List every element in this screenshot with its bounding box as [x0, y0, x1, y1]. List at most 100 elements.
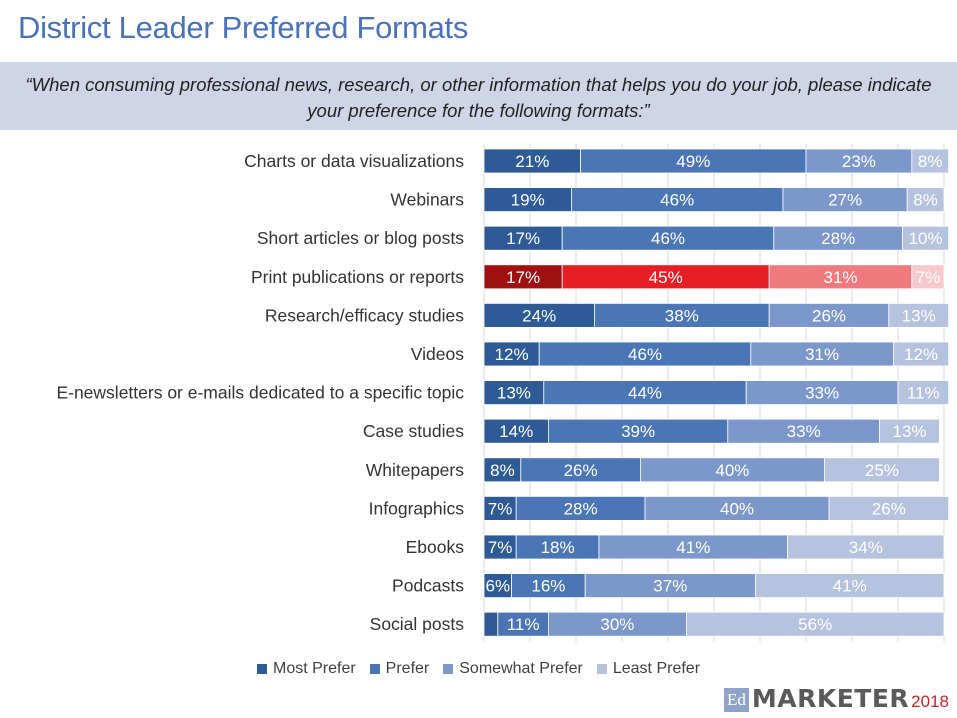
- category-label: Charts or data visualizations: [244, 151, 464, 171]
- category-label: Infographics: [369, 498, 465, 518]
- bar-segment: [511, 573, 586, 599]
- data-label: 13%: [497, 384, 531, 403]
- bar-segment: [483, 611, 499, 637]
- bar-segment: [548, 611, 687, 637]
- bar-segment: [520, 457, 641, 483]
- bar-segment: [483, 418, 549, 444]
- data-label: 49%: [676, 152, 710, 171]
- data-label: 17%: [506, 268, 540, 287]
- category-label: Whitepapers: [366, 460, 464, 480]
- legend-swatch: [369, 664, 380, 674]
- data-label: 30%: [600, 615, 634, 634]
- bar-segment: [805, 148, 913, 174]
- bar-segment: [782, 187, 908, 212]
- data-label: 31%: [823, 268, 857, 287]
- data-label: 46%: [660, 191, 694, 210]
- data-label: 26%: [564, 461, 598, 480]
- category-label: Videos: [411, 344, 464, 364]
- data-label: 25%: [865, 461, 899, 480]
- data-label: 46%: [651, 229, 685, 248]
- bar-segment: [561, 264, 770, 290]
- data-label: 19%: [511, 191, 545, 210]
- legend-label: Somewhat Prefer: [459, 660, 583, 677]
- bar-segment: [897, 380, 949, 406]
- legend-swatch: [596, 664, 607, 674]
- category-label: Research/efficacy studies: [265, 305, 464, 325]
- category-label: Print publications or reports: [251, 267, 464, 287]
- logo-year: 2018: [911, 692, 949, 711]
- data-label: 28%: [564, 499, 598, 518]
- data-label: 7%: [916, 268, 941, 287]
- legend-swatch: [443, 664, 454, 674]
- data-label: 21%: [515, 152, 549, 171]
- data-label: 8%: [490, 461, 515, 480]
- bar-segment: [750, 341, 894, 367]
- legend-item: Least Prefer: [596, 660, 700, 678]
- data-label: 18%: [541, 538, 575, 557]
- bar-segment: [755, 573, 945, 599]
- data-label: 33%: [787, 422, 821, 441]
- edmarketer-logo: Ed MARKETER 2018: [723, 684, 949, 713]
- chart-legend: Most Prefer Prefer Somewhat Prefer Least Pr…: [0, 660, 957, 678]
- bar-segment: [483, 495, 517, 521]
- bar-segment: [893, 341, 950, 367]
- bar-segment: [773, 225, 903, 251]
- category-label: Case studies: [363, 421, 464, 441]
- category-label: E-newsletters or e-mails dedicated to a …: [56, 383, 464, 403]
- logo-wordmark: MARKETER: [751, 684, 910, 713]
- bar-segment: [543, 380, 747, 406]
- bar-segment: [483, 341, 540, 367]
- data-label: 7%: [488, 538, 513, 557]
- data-label: 40%: [715, 461, 749, 480]
- bar-segment: [571, 187, 784, 212]
- bar-segment: [828, 495, 949, 521]
- stacked-bar-chart: Charts or data visualizations 21% 49% 23% 8%…: [56, 143, 950, 642]
- data-label: 7%: [488, 499, 513, 518]
- bar-segment: [768, 264, 913, 290]
- page-title: District Leader Preferred Formats: [18, 10, 469, 45]
- data-label: 38%: [665, 306, 699, 325]
- data-label: 11%: [907, 384, 940, 403]
- legend-item: Most Prefer: [256, 660, 356, 678]
- data-label: 44%: [628, 384, 662, 403]
- bar-segment: [497, 611, 549, 637]
- logo-ed-mark: Ed: [723, 688, 749, 712]
- bar-segment: [911, 264, 945, 290]
- data-label: 16%: [531, 577, 565, 596]
- data-label: 8%: [918, 152, 943, 171]
- category-label: Ebooks: [406, 537, 465, 557]
- survey-question: “When consuming professional news, resea…: [25, 74, 932, 121]
- data-label: 27%: [828, 191, 862, 210]
- data-label: 6%: [486, 577, 511, 596]
- bar-segment: [561, 225, 775, 251]
- legend-item: Somewhat Prefer: [443, 660, 583, 678]
- data-label: 26%: [812, 306, 846, 325]
- category-label: Webinars: [390, 190, 464, 210]
- bar-segment: [594, 302, 770, 328]
- legend-label: Most Prefer: [272, 660, 356, 677]
- data-label: 10%: [909, 229, 943, 248]
- bar-segment: [911, 148, 949, 174]
- data-label: 45%: [649, 268, 683, 287]
- question-band: [0, 62, 957, 130]
- bar-segment: [888, 302, 949, 328]
- bar-segment: [787, 534, 945, 560]
- data-label: 26%: [872, 499, 906, 518]
- bar-segment: [483, 457, 522, 483]
- data-label: 17%: [506, 229, 540, 248]
- data-label: 14%: [499, 422, 533, 441]
- bar-segment: [483, 573, 513, 599]
- bar-segment: [727, 418, 880, 444]
- data-label: 39%: [621, 422, 655, 441]
- data-label: 23%: [842, 152, 876, 171]
- bar-segment: [548, 418, 729, 444]
- data-label: 33%: [805, 384, 839, 403]
- category-label: Social posts: [370, 614, 465, 634]
- data-label: 8%: [913, 191, 938, 210]
- bar-segment: [745, 380, 899, 406]
- bar-segment: [686, 611, 945, 637]
- legend-label: Prefer: [385, 660, 430, 677]
- bar-segment: [640, 457, 825, 483]
- data-label: 24%: [522, 306, 556, 325]
- bar-segment: [824, 457, 940, 483]
